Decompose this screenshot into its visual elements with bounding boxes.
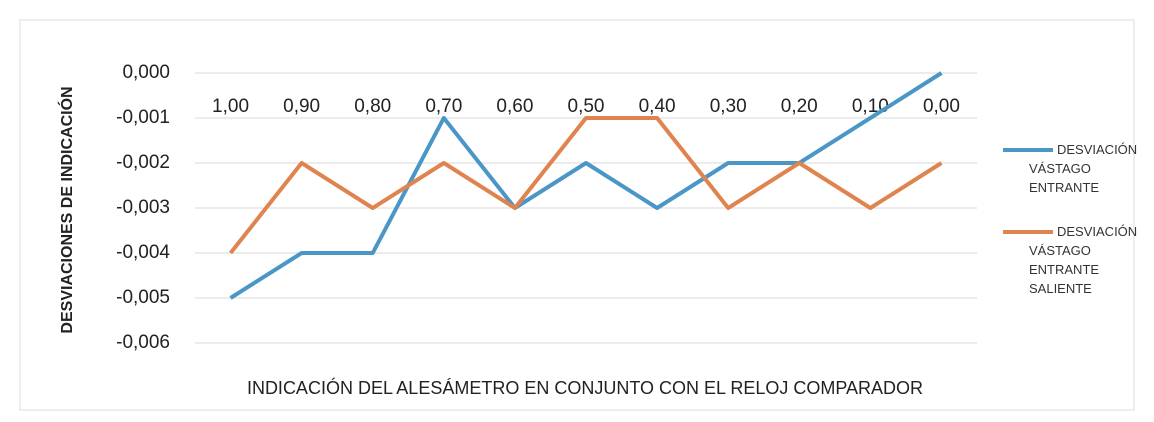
legend-swatch — [1003, 148, 1053, 152]
legend-swatch — [1003, 230, 1053, 234]
y-tick-label: -0,004 — [116, 242, 170, 263]
data-line — [228, 116, 943, 255]
x-tick-label: 0,20 — [781, 96, 818, 117]
y-tick-label: -0,002 — [116, 152, 170, 173]
legend-label: DESVIACIÓN VÁSTAGO ENTRANTE SALIENTE — [1029, 224, 1138, 296]
legend-label: DESVIACIÓN VÁSTAGO ENTRANTE — [1029, 142, 1138, 195]
x-tick-label: 0,90 — [283, 96, 320, 117]
x-tick-label: 0,10 — [852, 96, 889, 117]
chart-border — [19, 19, 1135, 411]
y-tick-label: 0,000 — [122, 62, 170, 83]
x-tick-label: 1,00 — [212, 96, 249, 117]
y-tick-label: -0,005 — [116, 287, 170, 308]
x-tick-label: 0,50 — [568, 96, 605, 117]
y-tick-label: -0,006 — [116, 332, 170, 353]
x-tick-label: 0,80 — [354, 96, 391, 117]
y-tick-label: -0,003 — [116, 197, 170, 218]
x-tick-label: 0,40 — [639, 96, 676, 117]
legend-item: DESVIACIÓN VÁSTAGO ENTRANTE — [1003, 140, 1143, 197]
y-tick-label: -0,001 — [116, 107, 170, 128]
x-tick-label: 0,70 — [425, 96, 462, 117]
x-axis-title: INDICACIÓN DEL ALESÁMETRO EN CONJUNTO CO… — [247, 377, 923, 398]
x-tick-label: 0,00 — [923, 96, 960, 117]
data-line — [229, 71, 943, 300]
x-tick-label: 0,60 — [496, 96, 533, 117]
x-tick-label: 0,30 — [710, 96, 747, 117]
y-axis-title: DESVIACIONES DE INDICACIÓN — [57, 86, 76, 333]
legend-item: DESVIACIÓN VÁSTAGO ENTRANTE SALIENTE — [1003, 222, 1143, 298]
